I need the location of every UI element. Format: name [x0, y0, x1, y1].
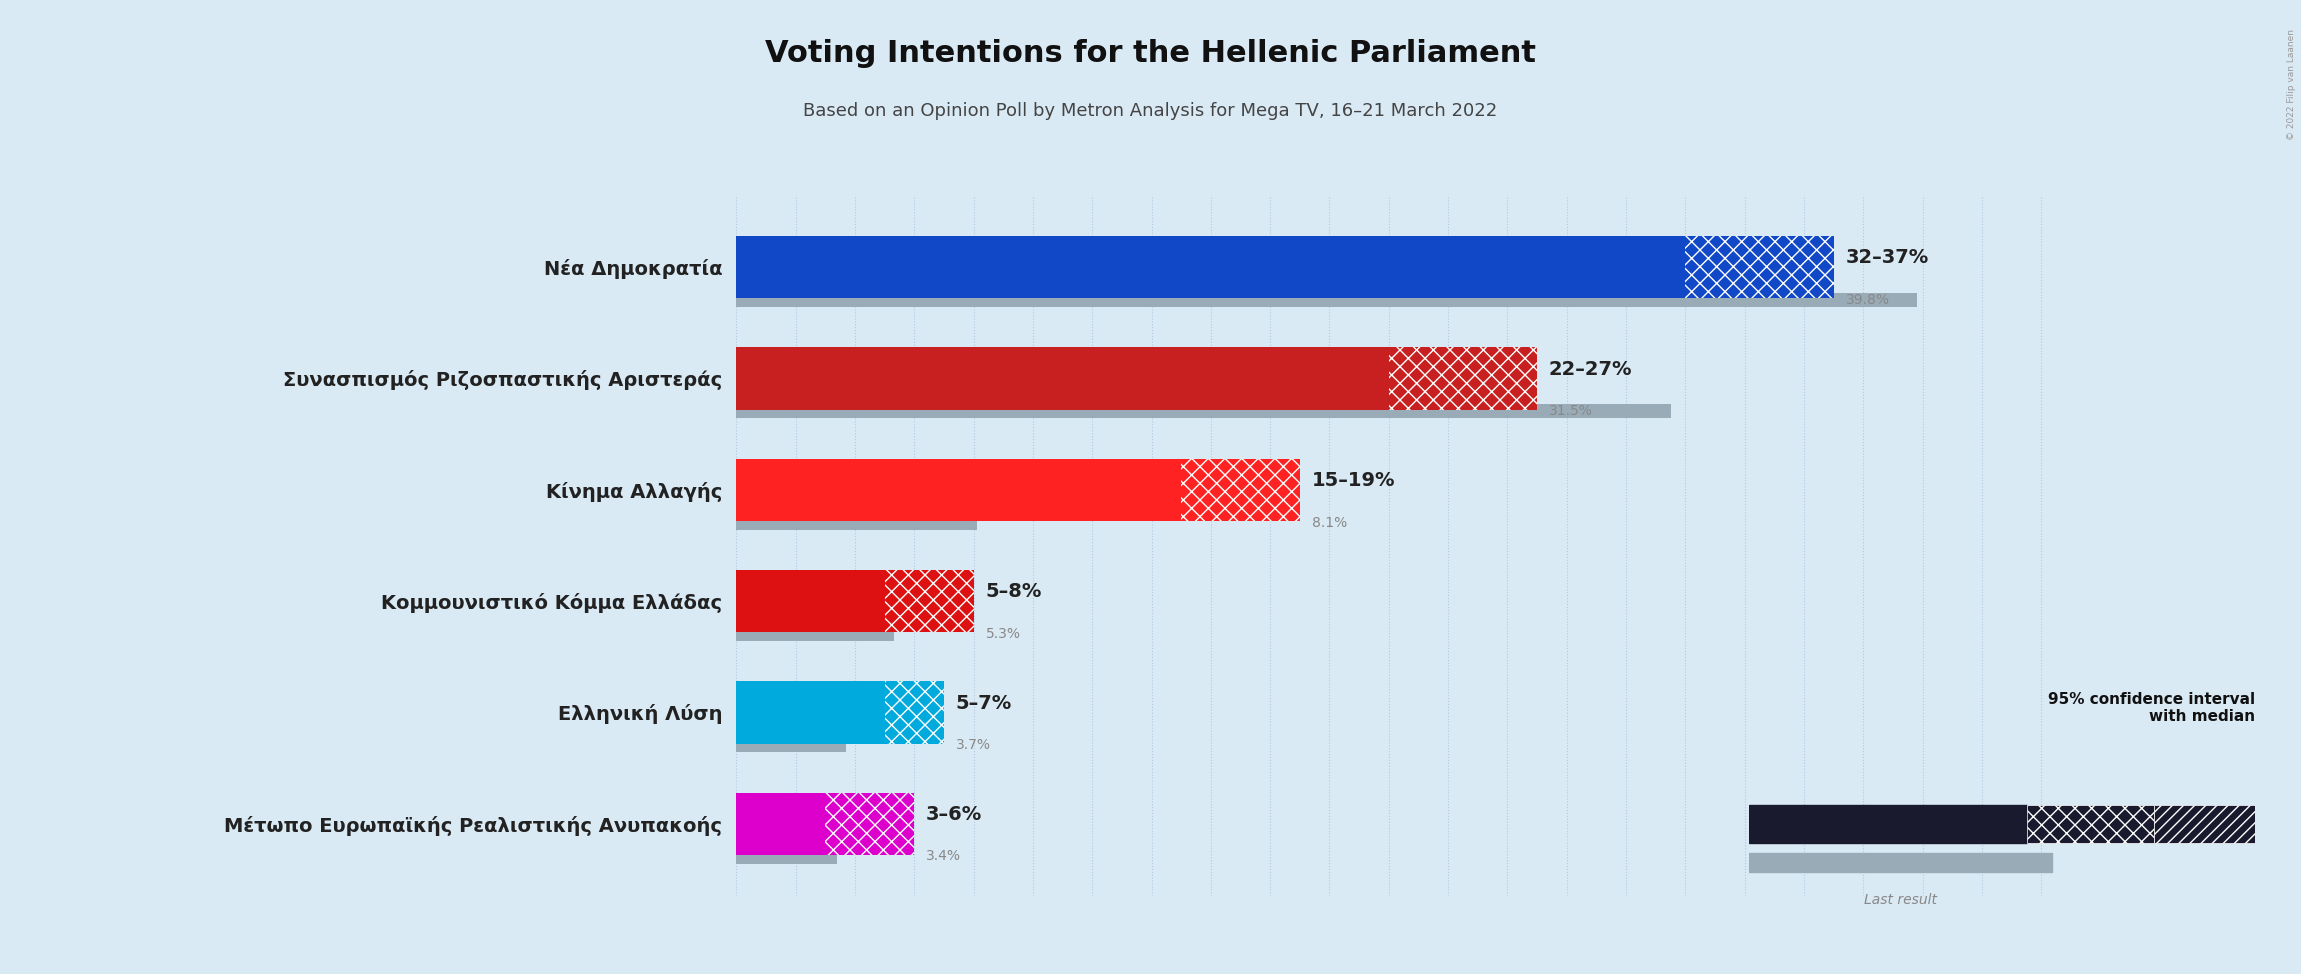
Text: 5.3%: 5.3%	[985, 627, 1019, 641]
Text: 22–27%: 22–27%	[1549, 359, 1631, 379]
Text: 15–19%: 15–19%	[1312, 471, 1394, 490]
Bar	[1180, 459, 1300, 521]
Bar	[884, 570, 973, 632]
Text: Based on an Opinion Poll by Metron Analysis for Mega TV, 16–21 March 2022: Based on an Opinion Poll by Metron Analy…	[803, 102, 1498, 120]
Bar	[736, 236, 1684, 298]
Bar	[736, 681, 884, 743]
Text: 39.8%: 39.8%	[1845, 293, 1889, 307]
Text: Voting Intentions for the Hellenic Parliament: Voting Intentions for the Hellenic Parli…	[764, 39, 1537, 68]
Bar	[1180, 459, 1300, 521]
Bar	[826, 793, 913, 855]
Bar	[736, 515, 976, 530]
Bar	[736, 459, 1180, 521]
Bar	[2154, 805, 2255, 843]
Text: 3.4%: 3.4%	[925, 849, 962, 864]
Text: 32–37%: 32–37%	[1845, 248, 1928, 267]
Bar	[1749, 805, 2027, 843]
Bar	[736, 404, 1671, 419]
Text: 3.7%: 3.7%	[955, 738, 992, 752]
Bar	[1684, 236, 1834, 298]
Bar	[736, 292, 1917, 307]
Bar	[736, 570, 884, 632]
Bar	[1684, 236, 1834, 298]
Text: 5–7%: 5–7%	[955, 693, 1012, 713]
Text: Last result: Last result	[1864, 893, 1937, 908]
Bar	[884, 681, 943, 743]
Text: 3–6%: 3–6%	[925, 805, 983, 824]
Text: 31.5%: 31.5%	[1549, 404, 1592, 418]
Text: 8.1%: 8.1%	[1312, 515, 1346, 530]
Bar	[1390, 348, 1537, 410]
Bar	[736, 626, 893, 641]
Bar	[736, 738, 847, 752]
Bar	[884, 681, 943, 743]
Bar	[2027, 805, 2154, 843]
Bar	[826, 793, 913, 855]
Bar	[736, 348, 1390, 410]
Text: © 2022 Filip van Laanen: © 2022 Filip van Laanen	[2287, 29, 2296, 140]
Text: 5–8%: 5–8%	[985, 582, 1042, 601]
Bar	[736, 849, 838, 864]
Bar	[1749, 853, 2052, 873]
Text: 95% confidence interval
with median: 95% confidence interval with median	[2048, 692, 2255, 724]
Bar	[736, 793, 826, 855]
Bar	[884, 570, 973, 632]
Bar	[1390, 348, 1537, 410]
